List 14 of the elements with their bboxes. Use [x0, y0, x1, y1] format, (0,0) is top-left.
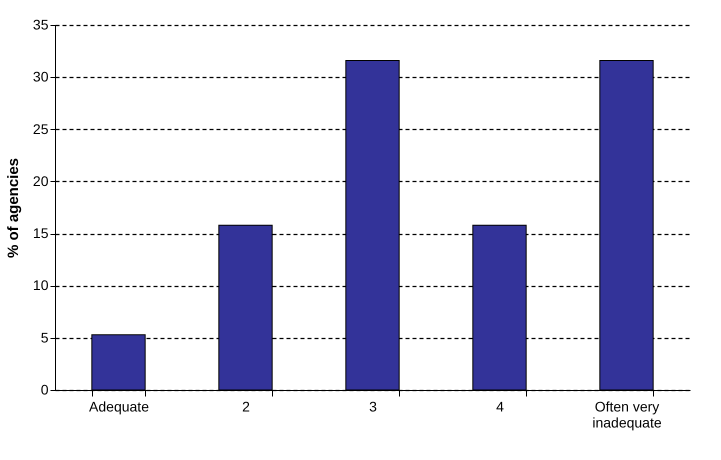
y-tick-label: 25 [32, 120, 49, 137]
x-tick-label: 3 [369, 398, 378, 414]
y-tick-label: 35 [32, 16, 49, 32]
y-tick-label: 0 [40, 382, 49, 398]
y-tick-label: 15 [32, 225, 49, 242]
x-tick-label: 2 [242, 398, 250, 414]
y-tick-label: 10 [32, 277, 49, 294]
y-tick-label: 30 [32, 68, 49, 85]
x-tick-label: Adequate [89, 398, 150, 414]
x-tick-label: 4 [496, 398, 504, 414]
y-tick-label: 5 [40, 329, 49, 346]
y-axis-title: % of agencies [4, 158, 22, 258]
y-tick-label: 20 [32, 172, 49, 189]
x-tick-label: Often very inadequate [592, 398, 662, 430]
